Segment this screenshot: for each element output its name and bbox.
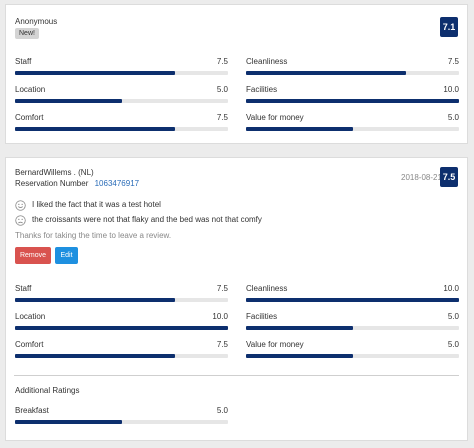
rating-value: 5.0 [216,85,228,94]
rating-label: Comfort [15,340,44,349]
rating-breakfast: Breakfast 5.0 [15,406,228,426]
rating-cleanliness: Cleanliness 7.5 [246,57,459,77]
rating-value: 5.0 [447,312,459,321]
rating-label: Location [15,312,46,321]
rating-bar-fill [15,71,175,75]
rating-cleanliness: Cleanliness 10.0 [246,284,459,304]
rating-label: Comfort [15,113,44,122]
reservation-number-link[interactable]: 1063476917 [94,179,140,188]
rating-staff: Staff 7.5 [15,284,228,304]
reviewer-name: BernardWillems . (NL) [15,168,94,177]
reservation-label: Reservation Number [15,179,89,188]
rating-facilities: Facilities 10.0 [246,85,459,105]
remove-button[interactable]: Remove [15,247,51,264]
rating-value: 7.5 [216,284,228,293]
rating-value: 5.0 [447,340,459,349]
rating-value: 5.0 [216,406,228,415]
rating-label: Staff [15,284,32,293]
rating-bar-track [246,127,459,131]
review-card-bernard: BernardWillems . (NL) Reservation Number… [5,157,468,441]
rating-location: Location 10.0 [15,312,228,332]
rating-label: Staff [15,57,32,66]
rating-bar-fill [246,326,353,330]
rating-label: Value for money [246,113,304,122]
rating-bar-track [15,99,228,103]
rating-label: Cleanliness [246,57,288,66]
rating-location: Location 5.0 [15,85,228,105]
rating-bar-fill [15,99,122,103]
rating-label: Value for money [246,340,304,349]
rating-bar-track [246,354,459,358]
rating-bar-track [15,298,228,302]
rating-staff: Staff 7.5 [15,57,228,77]
rating-bar-fill [15,326,228,330]
rating-label: Cleanliness [246,284,288,293]
rating-bar-track [15,420,228,424]
rating-label: Breakfast [15,406,49,415]
rating-value: 10.0 [212,312,228,321]
negative-comment: the croissants were not that flaky and t… [32,215,262,224]
rating-bar-fill [15,127,175,131]
rating-label: Location [15,85,46,94]
reply-text: Thanks for taking the time to leave a re… [15,231,172,240]
rating-bar-fill [246,354,353,358]
reservation-line: Reservation Number 1063476917 [15,179,139,189]
rating-label: Facilities [246,312,278,321]
rating-bar-fill [246,99,459,103]
rating-bar-track [246,71,459,75]
rating-value-for-money: Value for money 5.0 [246,340,459,360]
rating-bar-track [246,298,459,302]
rating-bar-fill [246,71,406,75]
rating-value: 5.0 [447,113,459,122]
additional-ratings-title: Additional Ratings [15,386,80,395]
rating-value: 7.5 [447,57,459,66]
new-badge: New! [15,28,39,39]
happy-face-icon [15,200,26,211]
rating-bar-fill [15,354,175,358]
rating-bar-track [246,99,459,103]
section-divider [14,375,459,376]
rating-comfort: Comfort 7.5 [15,113,228,133]
positive-comment: I liked the fact that it was a test hote… [32,200,161,209]
reviewer-name: Anonymous [15,17,58,26]
rating-bar-track [15,326,228,330]
rating-bar-fill [246,298,459,302]
rating-bar-fill [246,127,353,131]
rating-comfort: Comfort 7.5 [15,340,228,360]
rating-bar-track [15,127,228,131]
rating-bar-track [15,71,228,75]
rating-value: 10.0 [443,85,459,94]
rating-bar-track [15,354,228,358]
rating-value: 10.0 [443,284,459,293]
edit-button[interactable]: Edit [55,247,78,264]
review-score-badge: 7.1 [440,17,458,37]
review-date: 2018-08-21 [401,173,442,182]
rating-bar-track [246,326,459,330]
rating-value: 7.5 [216,57,228,66]
review-card-anonymous: Anonymous New! 7.1 Staff 7.5 Cleanliness… [5,4,468,144]
rating-facilities: Facilities 5.0 [246,312,459,332]
rating-value: 7.5 [216,113,228,122]
sad-face-icon [15,215,26,226]
rating-bar-fill [15,420,122,424]
review-score-badge: 7.5 [440,167,458,187]
rating-label: Facilities [246,85,278,94]
rating-bar-fill [15,298,175,302]
rating-value-for-money: Value for money 5.0 [246,113,459,133]
rating-value: 7.5 [216,340,228,349]
